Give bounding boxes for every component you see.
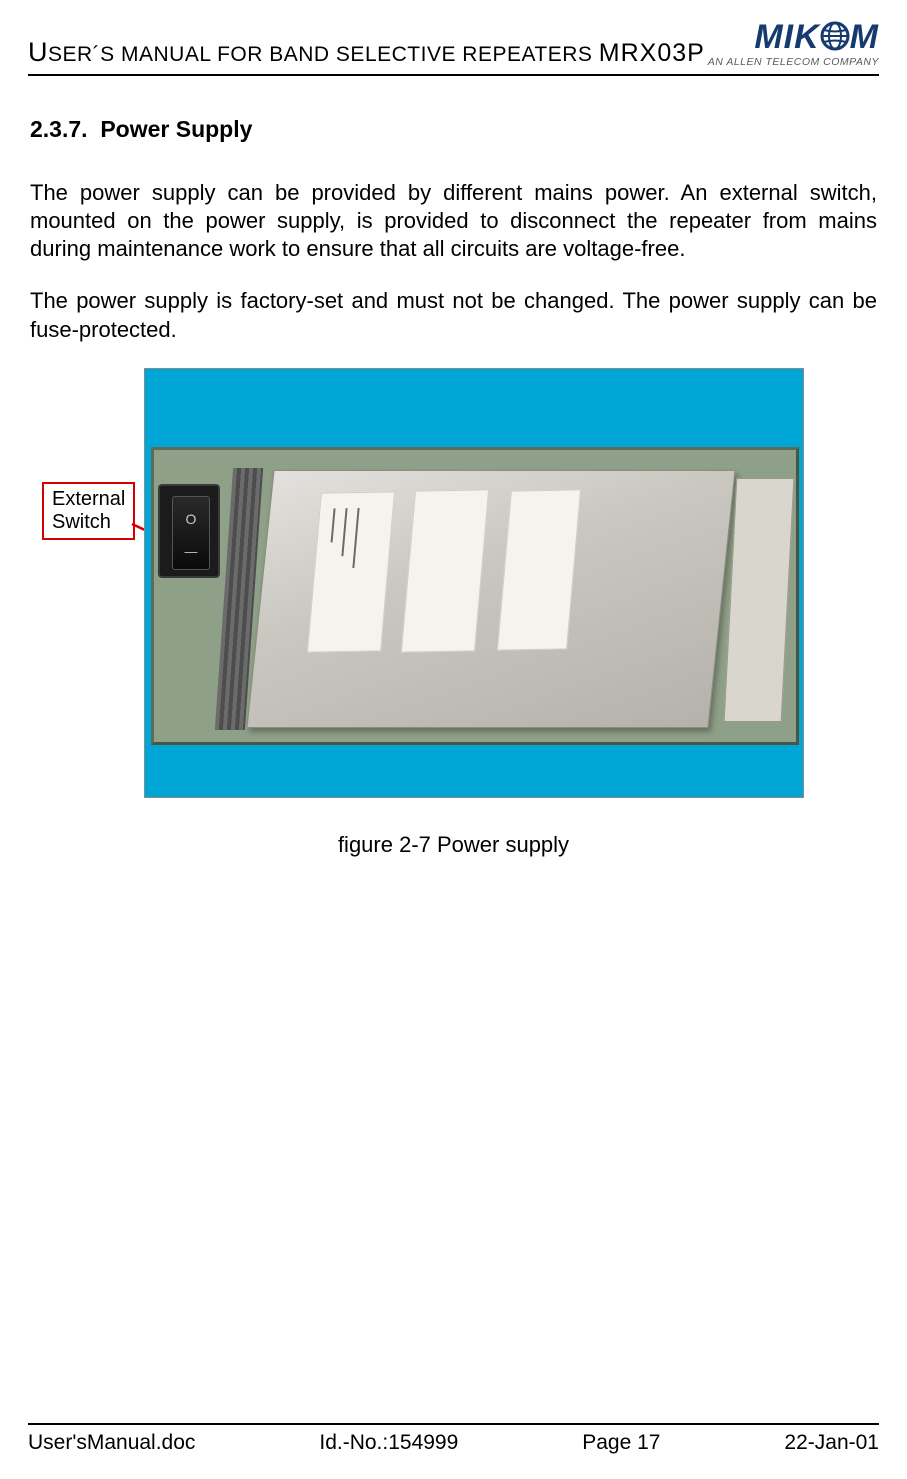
title-first-letter: U bbox=[28, 37, 48, 67]
logo-globe-icon bbox=[820, 21, 850, 57]
title-text: USER´S MANUAL FOR BAND SELECTIVE REPEATE… bbox=[28, 43, 705, 66]
footer-id-no: Id.-No.:154999 bbox=[319, 1431, 458, 1455]
paragraph-1: The power supply can be provided by diff… bbox=[30, 179, 877, 263]
connector-block bbox=[724, 478, 795, 722]
callout-line1: External bbox=[52, 488, 125, 510]
page: USER´S MANUAL FOR BAND SELECTIVE REPEATE… bbox=[0, 0, 907, 1479]
callout-line2: Switch bbox=[52, 511, 111, 533]
figure-image: O — B0065A8A bbox=[144, 368, 804, 798]
switch-off-icon: O bbox=[186, 511, 197, 527]
psu-label-3 bbox=[497, 489, 581, 650]
logo-text-mik: MIK bbox=[754, 18, 819, 56]
switch-on-icon: — bbox=[185, 544, 198, 559]
title-model: MRX03P bbox=[599, 39, 705, 67]
paragraph-2: The power supply is factory-set and must… bbox=[30, 287, 877, 343]
footer-page: Page 17 bbox=[582, 1431, 660, 1455]
globe-icon bbox=[820, 21, 850, 51]
section-title: Power Supply bbox=[100, 116, 252, 142]
psu-label-2 bbox=[401, 489, 489, 652]
switch-rocker: O — bbox=[172, 496, 210, 570]
section-heading: 2.3.7. Power Supply bbox=[30, 116, 877, 143]
title-rest: SER´S MANUAL FOR BAND SELECTIVE REPEATER… bbox=[48, 43, 599, 66]
figure-area: External Switch O — bbox=[30, 368, 877, 858]
footer-filename: User'sManual.doc bbox=[28, 1431, 195, 1455]
callout-external-switch: External Switch bbox=[42, 482, 135, 540]
figure-caption: figure 2-7 Power supply bbox=[30, 832, 877, 858]
logo-subtitle: AN ALLEN TELECOM COMPANY bbox=[708, 56, 879, 68]
psu-label-1 bbox=[307, 491, 395, 652]
company-logo: MIK M AN ALLEN TELECOM COMPANY bbox=[708, 18, 879, 68]
logo-text-m: M bbox=[850, 18, 879, 56]
page-header: USER´S MANUAL FOR BAND SELECTIVE REPEATE… bbox=[28, 18, 879, 76]
header-title: USER´S MANUAL FOR BAND SELECTIVE REPEATE… bbox=[28, 37, 705, 68]
content-area: 2.3.7. Power Supply The power supply can… bbox=[28, 76, 879, 858]
external-switch: O — bbox=[158, 484, 220, 578]
pcb-board: O — bbox=[151, 447, 799, 745]
footer-date: 22-Jan-01 bbox=[784, 1431, 879, 1455]
logo-main: MIK M bbox=[754, 18, 879, 54]
page-footer: User'sManual.doc Id.-No.:154999 Page 17 … bbox=[28, 1423, 879, 1455]
section-number: 2.3.7. bbox=[30, 116, 88, 142]
